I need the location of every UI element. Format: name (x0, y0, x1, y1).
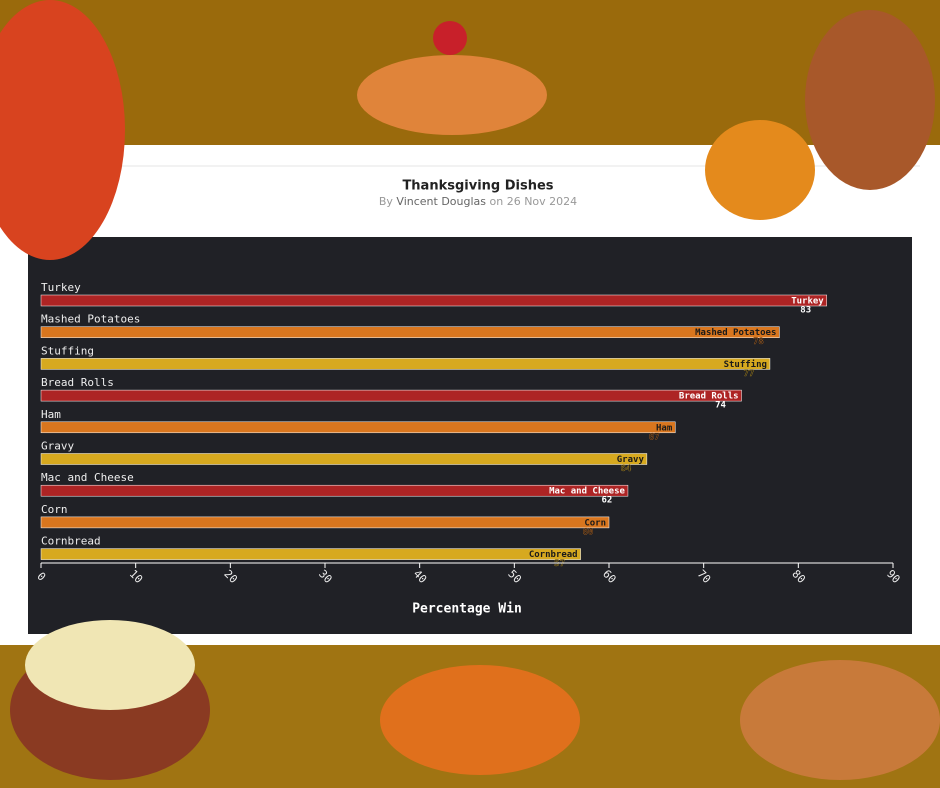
bread-decoration (740, 660, 940, 780)
bar (40, 294, 827, 307)
bar (40, 453, 648, 465)
pumpkin-decoration (705, 120, 815, 220)
vegetables-decoration (380, 665, 580, 775)
chart-title: Thanksgiving Dishes (402, 179, 553, 194)
value-label: 64 (620, 464, 631, 474)
turkey-decoration (0, 0, 125, 260)
bar (40, 484, 629, 497)
bar-name-label: Mashed Potatoes (695, 328, 776, 338)
value-label: 83 (800, 306, 811, 316)
bar-name-label: Cornbread (529, 550, 578, 560)
bar (40, 421, 676, 434)
value-label: 74 (715, 401, 726, 411)
bar-name-label: Stuffing (724, 359, 767, 370)
author[interactable]: Vincent Douglas (396, 195, 486, 208)
value-label: 77 (744, 369, 755, 379)
bar-name-label: Corn (584, 518, 606, 528)
bar-name-label: Gravy (617, 455, 645, 465)
value-label: 78 (753, 337, 764, 347)
bar (40, 548, 581, 560)
category-label: Turkey (41, 281, 81, 294)
bar-name-label: Ham (656, 423, 673, 433)
bar (40, 389, 742, 402)
byline-by: By (379, 195, 394, 208)
byline: By Vincent Douglas on 26 Nov 2024 (379, 195, 577, 208)
category-label: Corn (41, 503, 68, 516)
x-axis-title: Percentage Win (412, 602, 522, 617)
value-label: 67 (649, 432, 660, 442)
value-label: 60 (583, 527, 594, 537)
category-label: Mac and Cheese (41, 471, 134, 484)
category-label: Cornbread (41, 535, 101, 548)
pie-decoration (357, 55, 547, 135)
bar-name-label: Bread Rolls (679, 392, 739, 402)
cherry-decoration (433, 21, 467, 55)
category-label: Mashed Potatoes (41, 313, 140, 326)
category-label: Bread Rolls (41, 376, 114, 389)
category-label: Gravy (41, 440, 74, 453)
byline-date: on 26 Nov 2024 (490, 195, 578, 208)
cornucopia-decoration (805, 10, 935, 190)
bar-name-label: Mac and Cheese (549, 487, 625, 497)
bar (40, 516, 610, 529)
bar (40, 326, 780, 338)
bar-name-label: Turkey (791, 297, 824, 307)
category-label: Ham (41, 408, 61, 421)
value-label: 62 (602, 496, 613, 506)
potatoes-decoration (25, 620, 195, 710)
value-label: 57 (554, 559, 565, 569)
category-label: Stuffing (41, 344, 94, 357)
bar (40, 358, 771, 370)
